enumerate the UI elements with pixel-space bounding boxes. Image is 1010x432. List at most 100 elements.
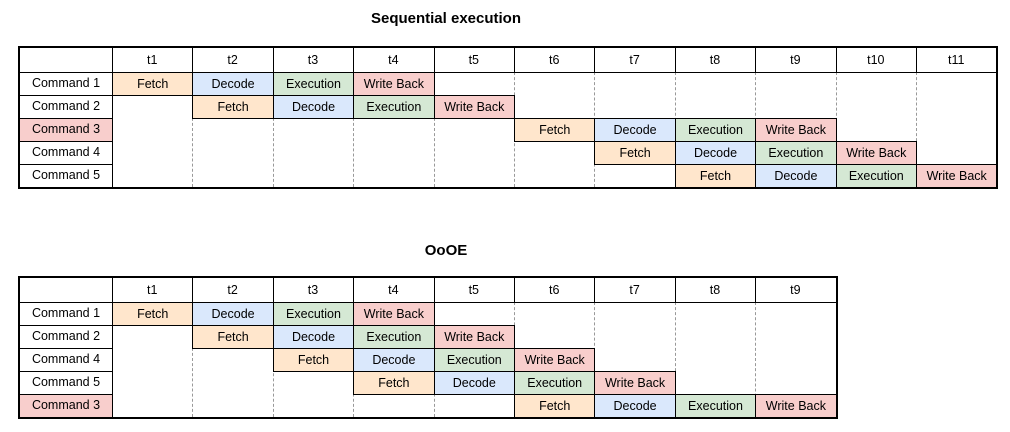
header-cell-separator bbox=[674, 48, 676, 72]
stage-block-write_back: Write Back bbox=[433, 325, 515, 349]
stage-block-execution: Execution bbox=[272, 72, 355, 96]
column-grid-dashed-line bbox=[272, 72, 274, 187]
stage-block-write_back: Write Back bbox=[835, 141, 917, 165]
stage-block-decode: Decode bbox=[594, 394, 676, 418]
label-row-separator bbox=[20, 164, 112, 165]
oooe-table: Command 1 Command 2 Command 4 Command 5 Comm… bbox=[18, 276, 838, 419]
label-row-separator bbox=[20, 95, 112, 96]
stage-block-write_back: Write Back bbox=[755, 394, 837, 418]
header-cell-separator bbox=[674, 278, 676, 302]
stage-block-fetch: Fetch bbox=[112, 72, 194, 96]
chart-title-oooe: OoOE bbox=[424, 242, 468, 259]
header-cell-separator bbox=[433, 278, 435, 302]
time-header-cell: t3 bbox=[307, 282, 319, 297]
time-header-cell: t9 bbox=[790, 52, 801, 67]
time-header-cell: t9 bbox=[790, 282, 801, 297]
stage-block-write_back: Write Back bbox=[353, 72, 435, 96]
command-label-cell: Command 4 bbox=[31, 145, 101, 160]
header-cell-separator bbox=[514, 48, 515, 72]
stage-block-write_back: Write Back bbox=[755, 118, 837, 142]
column-grid-dashed-line bbox=[674, 302, 676, 417]
time-header-cell: t8 bbox=[709, 282, 721, 297]
label-row-separator bbox=[20, 348, 112, 349]
stage-block-fetch: Fetch bbox=[353, 371, 435, 395]
stage-block-decode: Decode bbox=[272, 325, 355, 349]
stage-block-decode: Decode bbox=[192, 72, 274, 96]
header-cell-separator bbox=[916, 48, 917, 72]
header-cell-separator bbox=[594, 278, 596, 302]
time-header-cell: t4 bbox=[388, 282, 399, 297]
column-grid-dashed-line bbox=[192, 72, 194, 187]
stage-block-execution: Execution bbox=[272, 302, 355, 326]
header-cell-separator bbox=[353, 278, 355, 302]
stage-block-fetch: Fetch bbox=[514, 118, 596, 142]
label-row-separator bbox=[20, 371, 112, 372]
header-cell-separator bbox=[433, 48, 435, 72]
column-grid-dashed-line bbox=[192, 302, 194, 417]
time-header-cell: t2 bbox=[227, 52, 238, 67]
header-cell-separator bbox=[594, 48, 596, 72]
time-header-cell: t5 bbox=[468, 52, 479, 67]
stage-block-decode: Decode bbox=[192, 302, 274, 326]
label-column-right-border bbox=[112, 48, 113, 187]
time-header-cell: t6 bbox=[548, 282, 560, 297]
stage-block-decode: Decode bbox=[353, 348, 435, 372]
header-bottom-border bbox=[20, 72, 997, 73]
stage-block-write_back: Write Back bbox=[594, 371, 676, 395]
command-label-cell: Command 3 bbox=[20, 394, 112, 417]
label-column-right-border bbox=[112, 278, 113, 417]
time-header-cell: t10 bbox=[867, 52, 885, 67]
stage-block-fetch: Fetch bbox=[192, 95, 274, 119]
sequential-execution-table: Command 1 Command 2 Command 3 Command 4 Comm… bbox=[18, 46, 999, 189]
label-row-separator bbox=[20, 394, 112, 395]
command-label-cell: Command 5 bbox=[31, 375, 101, 390]
stage-block-fetch: Fetch bbox=[112, 302, 194, 326]
stage-block-fetch: Fetch bbox=[594, 141, 676, 165]
stage-block-fetch: Fetch bbox=[674, 164, 757, 188]
stage-block-decode: Decode bbox=[594, 118, 676, 142]
header-cell-separator bbox=[192, 278, 194, 302]
command-label-cell: Command 2 bbox=[31, 99, 101, 114]
command-label-cell: Command 1 bbox=[31, 76, 101, 91]
stage-block-execution: Execution bbox=[433, 348, 515, 372]
command-label-cell: Command 2 bbox=[31, 329, 101, 344]
time-header-cell: t8 bbox=[709, 52, 721, 67]
stage-block-fetch: Fetch bbox=[514, 394, 596, 418]
time-header-cell: t1 bbox=[146, 282, 158, 297]
header-cell-separator bbox=[755, 48, 757, 72]
header-cell-separator bbox=[514, 278, 515, 302]
stage-block-decode: Decode bbox=[755, 164, 837, 188]
stage-block-decode: Decode bbox=[433, 371, 515, 395]
label-row-separator bbox=[20, 141, 112, 142]
stage-block-execution: Execution bbox=[353, 95, 435, 119]
stage-block-execution: Execution bbox=[353, 325, 435, 349]
chart-title-sequential-execution: Sequential execution bbox=[370, 10, 522, 27]
stage-block-decode: Decode bbox=[272, 95, 355, 119]
time-header-cell: t2 bbox=[227, 282, 238, 297]
time-header-cell: t1 bbox=[146, 52, 158, 67]
header-cell-separator bbox=[835, 48, 837, 72]
time-header-cell: t3 bbox=[307, 52, 319, 67]
stage-block-fetch: Fetch bbox=[192, 325, 274, 349]
header-cell-separator bbox=[192, 48, 194, 72]
command-label-cell: Command 4 bbox=[31, 352, 101, 367]
time-header-cell: t11 bbox=[947, 52, 965, 67]
header-cell-separator bbox=[272, 278, 274, 302]
stage-block-write_back: Write Back bbox=[353, 302, 435, 326]
stage-block-write_back: Write Back bbox=[433, 95, 515, 119]
stage-block-decode: Decode bbox=[674, 141, 757, 165]
stage-block-write_back: Write Back bbox=[916, 164, 998, 188]
command-label-cell: Command 3 bbox=[20, 118, 112, 141]
header-cell-separator bbox=[755, 278, 757, 302]
stage-block-write_back: Write Back bbox=[514, 348, 596, 372]
time-header-cell: t7 bbox=[629, 282, 640, 297]
label-row-separator bbox=[20, 118, 112, 119]
time-header-cell: t5 bbox=[468, 282, 479, 297]
stage-block-execution: Execution bbox=[674, 394, 757, 418]
stage-block-execution: Execution bbox=[835, 164, 917, 188]
time-header-cell: t7 bbox=[629, 52, 640, 67]
time-header-cell: t6 bbox=[548, 52, 560, 67]
header-cell-separator bbox=[353, 48, 355, 72]
stage-block-execution: Execution bbox=[755, 141, 837, 165]
